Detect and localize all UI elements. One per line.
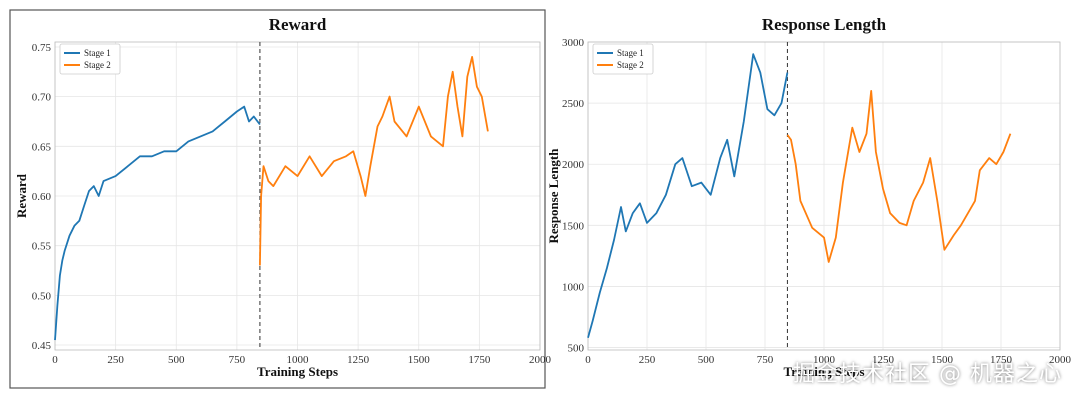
reward-chart: 0 250 500 750 1000 1250 1500 1750 2000 0.45 0.50 0.… bbox=[9, 9, 552, 389]
x-tick-label: 1000 bbox=[287, 354, 310, 366]
series-line-stage-2 bbox=[259, 56, 489, 266]
x-tick-label: 750 bbox=[757, 354, 774, 366]
x-tick-label: 250 bbox=[107, 354, 124, 366]
y-tick-label: 0.70 bbox=[32, 92, 52, 104]
plot-area bbox=[54, 41, 541, 351]
x-tick-label: 1000 bbox=[813, 354, 836, 366]
y-tick-label: 1000 bbox=[562, 281, 585, 293]
y-axis-label: Response Length bbox=[546, 148, 561, 244]
x-tick-label: 0 bbox=[52, 354, 58, 366]
y-tick-label: 500 bbox=[568, 343, 585, 355]
chart-title: Response Length bbox=[762, 15, 887, 34]
x-tick-label: 500 bbox=[168, 354, 185, 366]
legend-box bbox=[592, 43, 654, 75]
legend-box bbox=[59, 43, 121, 75]
response-length-chart: 0 250 500 750 1000 1250 1500 1750 2000 500 1000 150… bbox=[546, 15, 1072, 379]
x-axis-label: Training Steps bbox=[257, 364, 338, 379]
y-tick-label: 3000 bbox=[562, 37, 585, 49]
y-tick-label: 0.65 bbox=[32, 141, 52, 153]
x-tick-label: 2000 bbox=[529, 354, 552, 366]
legend-label-stage-1: Stage 1 bbox=[617, 48, 644, 58]
series-line-stage-1 bbox=[54, 105, 261, 341]
x-tick-label: 750 bbox=[229, 354, 246, 366]
x-tick-label: 1500 bbox=[931, 354, 954, 366]
legend-label-stage-2: Stage 2 bbox=[84, 60, 111, 70]
x-tick-label: 1500 bbox=[408, 354, 431, 366]
x-tick-label: 1250 bbox=[872, 354, 895, 366]
watermark: 掘金技术社区 @ 机器之心 bbox=[793, 362, 1062, 387]
y-tick-label: 0.55 bbox=[32, 241, 52, 253]
y-tick-label: 1500 bbox=[562, 220, 585, 232]
x-tick-label: 250 bbox=[639, 354, 656, 366]
x-tick-label: 1250 bbox=[347, 354, 370, 366]
legend-label-stage-2: Stage 2 bbox=[617, 60, 644, 70]
x-tick-label: 500 bbox=[698, 354, 715, 366]
x-tick-label: 0 bbox=[585, 354, 591, 366]
y-tick-label: 0.60 bbox=[32, 191, 52, 203]
series-line-stage-1 bbox=[587, 53, 789, 339]
x-tick-label: 1750 bbox=[990, 354, 1013, 366]
y-tick-label: 2500 bbox=[562, 98, 585, 110]
panel-frame bbox=[9, 9, 546, 389]
y-tick-label: 2000 bbox=[562, 159, 585, 171]
y-axis-label: Reward bbox=[14, 173, 29, 218]
y-tick-label: 0.50 bbox=[32, 290, 52, 302]
y-tick-label: 0.75 bbox=[32, 42, 52, 54]
series-line-stage-2 bbox=[786, 90, 1012, 263]
plot-area bbox=[587, 41, 1061, 351]
x-tick-label: 2000 bbox=[1049, 354, 1072, 366]
legend-label-stage-1: Stage 1 bbox=[84, 48, 111, 58]
chart-title: Reward bbox=[269, 15, 327, 34]
x-tick-label: 1750 bbox=[468, 354, 491, 366]
y-tick-label: 0.45 bbox=[32, 340, 52, 352]
x-axis-label: Training Steps bbox=[783, 364, 864, 379]
